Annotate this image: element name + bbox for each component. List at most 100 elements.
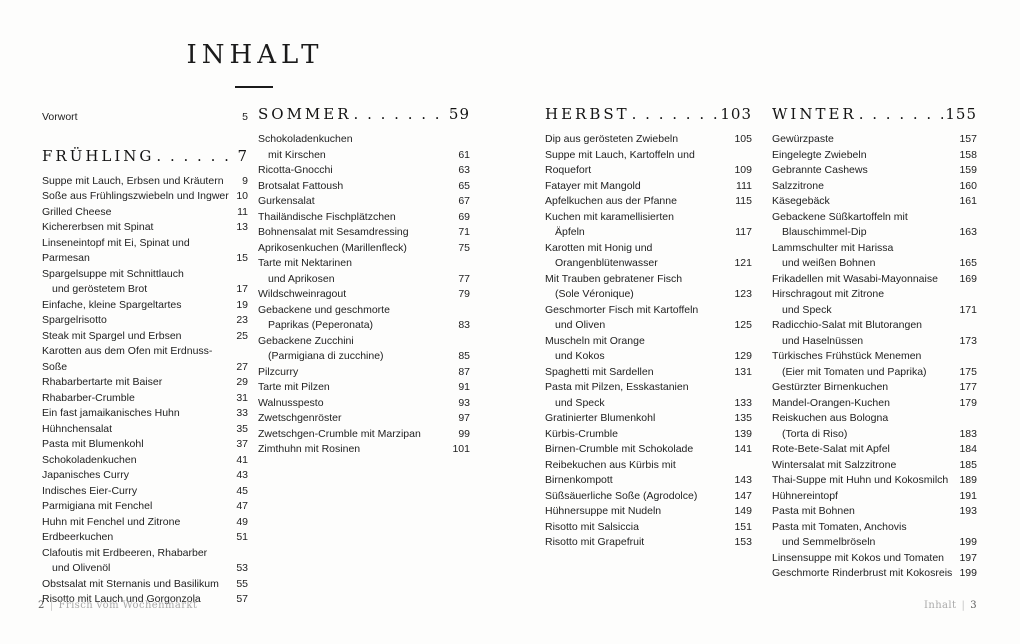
entry-title: Ein fast jamaikanisches Huhn: [42, 406, 236, 422]
entry-title-line: Zimthuhn mit Rosinen: [258, 443, 361, 455]
section-label: HERBST: [545, 105, 630, 123]
entry-title: Gebrannte Cashews: [772, 163, 959, 179]
entry-page-number: 79: [458, 288, 470, 300]
entry-title-line: Suppe mit Lauch, Kartoffeln und Roquefor…: [545, 148, 695, 177]
entry-title: Gurkensalat: [258, 194, 458, 210]
entry-title: Brotsalat Fattoush: [258, 179, 458, 195]
entry-page-number: 184: [959, 443, 977, 455]
entry-page-number: 49: [236, 515, 248, 528]
entry-title-line: Rhabarbertarte mit Baiser: [42, 376, 163, 388]
entry-title-continuation: und Olivenöl: [52, 562, 111, 574]
entry-page-number: 13: [236, 221, 248, 233]
toc-entry: Tarte mit Nektarinen und Aprikosen 77: [258, 256, 470, 287]
entry-title-line: Gebackene Zucchini: [258, 334, 354, 347]
toc-entry: Einfache, kleine Spargeltartes 19: [42, 298, 248, 314]
toc-entry: Pasta mit Blumenkohl 37: [42, 437, 248, 453]
entry-title-line: Wintersalat mit Salzzitrone: [772, 458, 897, 471]
entry-page-number: 10: [236, 190, 248, 202]
footer-left: 2 | Frisch vom Wochenmarkt: [38, 600, 197, 611]
entry-title-line: Risotto mit Salsiccia: [545, 520, 639, 533]
toc-entry: Gurkensalat 67: [258, 194, 470, 210]
entry-title: Bohnensalat mit Sesamdressing: [258, 225, 458, 241]
toc-entry: Walnusspesto 93: [258, 396, 470, 412]
entry-title: Risotto mit Salsiccia: [545, 520, 734, 536]
section-label: SOMMER: [258, 105, 352, 123]
toc-entry: Hühnereintopf 191: [772, 489, 977, 505]
entry-title-line: Huhn mit Fenchel und Zitrone: [42, 515, 181, 528]
entry-title: Geschmorter Fisch mit Kartoffeln und Oliv…: [545, 303, 734, 334]
toc-entry: Brotsalat Fattoush 65: [258, 179, 470, 195]
toc-entry: Indisches Eier-Curry 45: [42, 484, 248, 500]
entry-title-line: Gurkensalat: [258, 195, 315, 207]
entry-title: Türkisches Frühstück Menemen (Eier mit To…: [772, 349, 959, 380]
entry-title-line: Grilled Cheese: [42, 205, 112, 218]
entry-page-number: 85: [458, 350, 470, 362]
entry-page-number: 183: [959, 427, 977, 440]
entry-title-continuation: und Kokos: [555, 350, 605, 362]
entry-title: Linseneintopf mit Ei, Spinat und Parmesa…: [42, 236, 236, 267]
entry-title: Pilzcurry: [258, 365, 458, 381]
entry-page-number: 97: [458, 412, 470, 424]
entry-page-number: 139: [734, 427, 752, 440]
entry-title: Eingelegte Zwiebeln: [772, 148, 959, 164]
entry-page-number: 33: [236, 407, 248, 419]
entry-page-number: 199: [959, 536, 977, 548]
entry-page-number: 51: [236, 531, 248, 543]
entry-title-line: Pasta mit Pilzen, Esskastanien: [545, 381, 689, 393]
entry-title: Aprikosenkuchen (Marillenfleck): [258, 241, 458, 257]
toc-entry: Schokoladenkuchen 41: [42, 453, 248, 469]
entry-title: Muscheln mit Orange und Kokos: [545, 334, 734, 365]
toc-entry: Gewürzpaste 157: [772, 132, 977, 148]
section-dot-leaders: . . . . . . . . . . . . . . . . . . . .: [353, 105, 447, 123]
entry-title: Zwetschgenröster: [258, 411, 458, 427]
entry-page-number: 157: [959, 133, 977, 145]
entry-title: Risotto mit Lauch und Gorgonzola: [42, 592, 236, 608]
entry-title: Erdbeerkuchen: [42, 530, 236, 546]
entry-title-line: Mit Trauben gebratener Fisch: [545, 272, 683, 285]
entry-title-line: Wildschweinragout: [258, 288, 347, 300]
entry-title-line: Rote-Bete-Salat mit Apfel: [772, 443, 890, 455]
entry-page-number: 133: [734, 396, 752, 409]
entry-page-number: 101: [452, 443, 470, 455]
entry-title: Spargelsuppe mit Schnittlauch und geröste…: [42, 267, 236, 298]
entry-page-number: 87: [458, 365, 470, 378]
entry-page-number: 53: [236, 562, 248, 574]
entry-page-number: 105: [734, 133, 752, 145]
entry-page-number: 19: [236, 298, 248, 311]
entry-page-number: 41: [236, 453, 248, 466]
entry-title-line: Tarte mit Pilzen: [258, 381, 330, 393]
toc-entry: Suppe mit Lauch, Kartoffeln und Roquefor…: [545, 148, 752, 179]
entry-title: Karotten mit Honig und Orangenblütenwasse…: [545, 241, 734, 272]
toc-entry: Reibekuchen aus Kürbis mit Birnenkompott…: [545, 458, 752, 489]
entry-title-line: Pasta mit Bohnen: [772, 505, 855, 517]
entry-page-number: 149: [734, 505, 752, 517]
toc-entry: Pasta mit Tomaten, Anchovis und Semmelbrö…: [772, 520, 977, 551]
entry-title: Kichererbsen mit Spinat: [42, 220, 236, 236]
footer-right-separator: |: [961, 600, 966, 611]
entry-title-continuation: und Semmelbröseln: [782, 536, 876, 548]
entry-title: Kürbis-Crumble: [545, 427, 734, 443]
toc-entry: Clafoutis mit Erdbeeren, Rhabarber und Ol…: [42, 546, 248, 577]
entry-title: Clafoutis mit Erdbeeren, Rhabarber und Ol…: [42, 546, 236, 577]
section-dot-leaders: . . . . . . . . . . . . . . . . . . . .: [156, 146, 235, 165]
entry-title: Rhabarber-Crumble: [42, 391, 236, 407]
title-rule: [235, 86, 273, 88]
entry-title: Risotto mit Grapefruit: [545, 535, 734, 551]
entry-title-line: Birnen-Crumble mit Schokolade: [545, 443, 694, 455]
toc-entry: Pilzcurry 87: [258, 365, 470, 381]
entry-page-number: 185: [959, 458, 977, 471]
toc-entry: Pasta mit Pilzen, Esskastanien und Speck 1…: [545, 380, 752, 411]
entry-title-line: Spaghetti mit Sardellen: [545, 365, 654, 378]
section-entries: Dip aus gerösteten Zwiebeln 105 Suppe mit …: [545, 132, 752, 551]
entry-page-number: 121: [734, 257, 752, 269]
toc-entry: Geschmorte Rinderbrust mit Kokosreis 199: [772, 566, 977, 582]
entry-title: Kuchen mit karamellisierten Äpfeln: [545, 210, 735, 241]
entry-title: Obstsalat mit Sternanis und Basilikum: [42, 577, 236, 593]
toc-entry: Risotto mit Salsiccia 151: [545, 520, 752, 536]
toc-entry: Birnen-Crumble mit Schokolade 141: [545, 442, 752, 458]
toc-entry: Hühnchensalat 35: [42, 422, 248, 438]
toc-entry: Obstsalat mit Sternanis und Basilikum 55: [42, 577, 248, 593]
toc-column-sommer: SOMMER. . . . . . . . . . . . . . . . . …: [258, 105, 470, 458]
entry-title-line: Gratinierter Blumenkohl: [545, 412, 656, 424]
entry-title: Zwetschgen-Crumble mit Marzipan: [258, 427, 458, 443]
